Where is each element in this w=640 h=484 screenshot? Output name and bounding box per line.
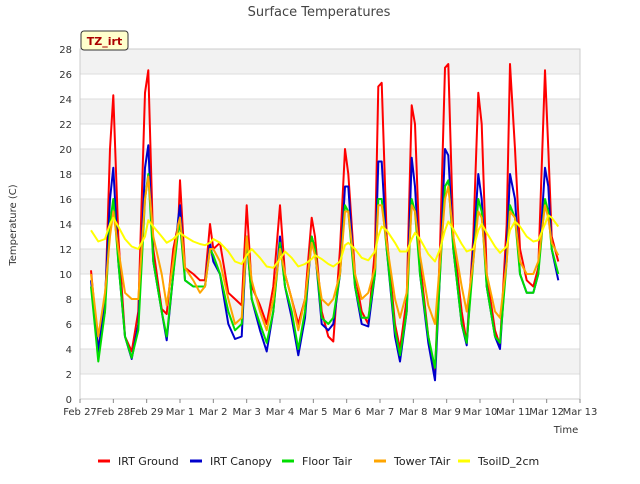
legend-label: Floor Tair: [302, 455, 353, 468]
y-tick-label: 20: [59, 145, 72, 156]
x-tick-label: Mar 8: [399, 407, 427, 418]
x-tick-label: Feb 28: [97, 407, 131, 418]
grid-band: [80, 149, 580, 174]
x-tick-label: Mar 3: [232, 407, 260, 418]
y-tick-label: 22: [59, 120, 72, 131]
x-axis-label: Time: [553, 425, 578, 436]
x-tick-label: Mar 10: [463, 407, 498, 418]
x-tick-label: Mar 5: [299, 407, 327, 418]
x-tick-label: Mar 11: [496, 407, 531, 418]
grid-band: [80, 349, 580, 374]
legend-label: Tower TAir: [393, 455, 451, 468]
legend-label: IRT Ground: [118, 455, 179, 468]
x-tick-label: Mar 6: [332, 407, 360, 418]
grid-band: [80, 374, 580, 399]
y-tick-label: 4: [66, 345, 72, 356]
grid-band: [80, 49, 580, 74]
y-tick-label: 18: [59, 170, 72, 181]
grid-band: [80, 174, 580, 199]
y-tick-label: 10: [59, 270, 72, 281]
grid-band: [80, 99, 580, 124]
x-tick-label: Feb 27: [63, 407, 97, 418]
x-tick-label: Mar 12: [529, 407, 564, 418]
y-tick-label: 2: [66, 370, 72, 381]
grid-band: [80, 249, 580, 274]
grid-band: [80, 124, 580, 149]
x-tick-label: Mar 9: [432, 407, 460, 418]
y-tick-label: 0: [66, 395, 72, 406]
x-tick-label: Mar 13: [563, 407, 598, 418]
x-tick-label: Mar 4: [266, 407, 294, 418]
x-tick-label: Mar 1: [166, 407, 194, 418]
y-tick-label: 24: [59, 95, 72, 106]
series-line-tsoild-2cm: [90, 214, 560, 269]
legend: IRT Ground IRT Canopy Floor Tair Tower TAir…: [98, 455, 539, 468]
site-badge-label: TZ_irt: [87, 35, 122, 48]
grid-band: [80, 224, 580, 249]
series-line-tower-tair: [90, 175, 560, 338]
grid-band: [80, 74, 580, 99]
site-badge: TZ_irt: [80, 30, 129, 51]
y-tick-label: 14: [59, 220, 72, 231]
x-axis: Feb 27 Feb 28 Feb 29 Mar 1 Mar 2 Mar 3 Mar 4 Ma…: [63, 399, 597, 418]
y-axis-label: Temperature (C): [8, 184, 19, 266]
legend-label: TsoilD_2cm: [477, 455, 539, 468]
grid-band: [80, 199, 580, 224]
y-tick-label: 26: [59, 70, 72, 81]
y-tick-label: 6: [66, 320, 72, 331]
y-tick-label: 12: [59, 245, 72, 256]
y-tick-label: 28: [59, 45, 72, 56]
chart-title: Surface Temperatures: [248, 5, 391, 20]
plot-frame: [79, 48, 581, 400]
y-tick-label: 8: [66, 295, 72, 306]
legend-label: IRT Canopy: [210, 455, 272, 468]
series-layer: [90, 63, 560, 382]
x-tick-label: Mar 2: [199, 407, 227, 418]
x-tick-label: Mar 7: [366, 407, 394, 418]
x-tick-label: Feb 29: [130, 407, 164, 418]
y-tick-label: 16: [59, 195, 72, 206]
